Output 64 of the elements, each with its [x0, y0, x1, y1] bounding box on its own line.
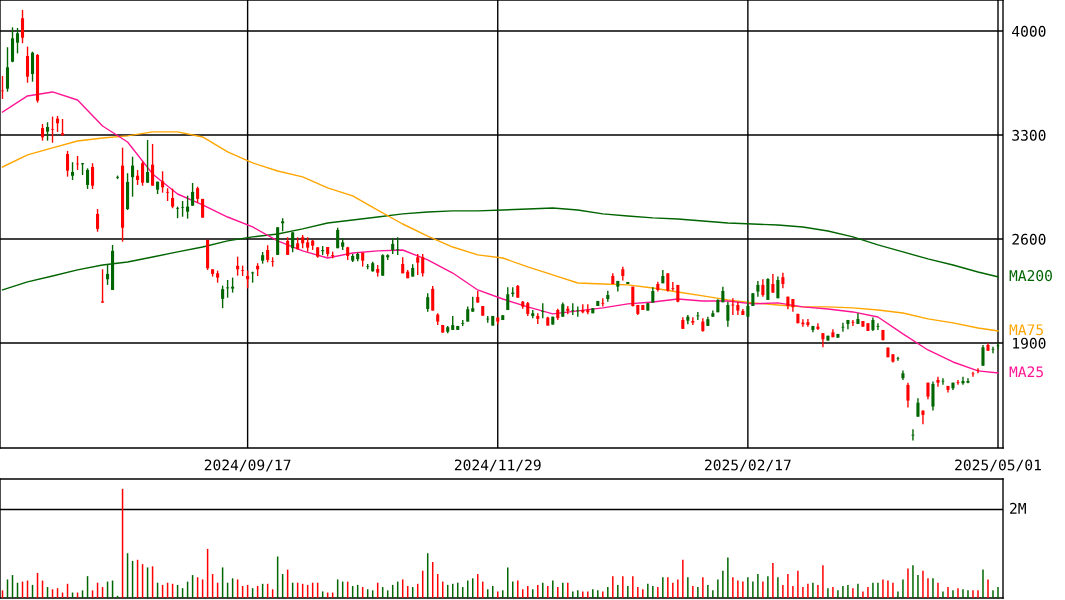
candlestick [906, 381, 910, 409]
candlestick [5, 46, 10, 93]
candlestick [171, 187, 175, 209]
candlestick [851, 319, 855, 327]
y-tick-label: 4000 [1012, 25, 1046, 37]
candlestick [10, 26, 15, 63]
candlestick [151, 143, 155, 187]
x-tick-label: 2024/09/17 [204, 459, 291, 472]
candlestick [416, 253, 420, 276]
candlestick [876, 322, 880, 331]
candlestick [766, 277, 770, 301]
candlestick [50, 115, 55, 144]
y-tick-label: 1900 [1013, 337, 1046, 349]
candlestick [186, 194, 190, 220]
candlestick [161, 170, 165, 194]
series-label: MA25 [1009, 366, 1043, 378]
x-tick-label: 2025/02/17 [705, 459, 791, 472]
candlestick [191, 182, 195, 207]
candlestick [931, 380, 935, 412]
candlestick [806, 318, 810, 328]
x-tick-label: 2024/11/29 [454, 459, 541, 472]
candlestick [85, 167, 90, 190]
candlestick [45, 121, 50, 142]
candlestick [771, 273, 775, 294]
candlestick [956, 379, 960, 386]
candlestick [911, 428, 915, 442]
candlestick [146, 139, 150, 184]
candlestick [726, 300, 730, 328]
series-label: MA200 [1009, 270, 1052, 282]
candlestick [981, 344, 985, 367]
line-series [1, 207, 999, 291]
candlestick [91, 162, 95, 190]
y-tick-label: 2600 [1012, 233, 1046, 245]
candlestick [896, 355, 900, 362]
candlestick [671, 281, 675, 292]
candlestick [25, 45, 30, 84]
candlestick [421, 253, 425, 278]
candlestick [431, 285, 435, 312]
candlestick [991, 345, 995, 354]
candlestick [141, 160, 145, 187]
ref-line-label: 2M [1010, 502, 1026, 514]
candlestick [20, 9, 25, 44]
candlestick [691, 316, 695, 326]
candlestick [30, 50, 35, 83]
candlestick [426, 292, 430, 313]
candlestick [15, 27, 20, 55]
candlestick [381, 253, 385, 277]
candlestick [131, 156, 135, 198]
candlestick [976, 367, 980, 374]
candlestick [101, 268, 105, 304]
candlestick [96, 208, 100, 233]
series-label: MA75 [1009, 324, 1043, 336]
candlestick [65, 150, 70, 178]
candlestick [666, 272, 670, 293]
line-series [1, 91, 999, 374]
candlestick [936, 376, 940, 388]
x-tick-label: 2025/05/01 [955, 459, 1041, 472]
candlestick [921, 409, 925, 425]
candlestick [291, 231, 295, 253]
line-series [1, 131, 999, 332]
candlestick [916, 397, 920, 418]
y-tick-label: 3300 [1012, 129, 1046, 141]
candlestick [221, 284, 225, 309]
candlestick [841, 321, 845, 333]
